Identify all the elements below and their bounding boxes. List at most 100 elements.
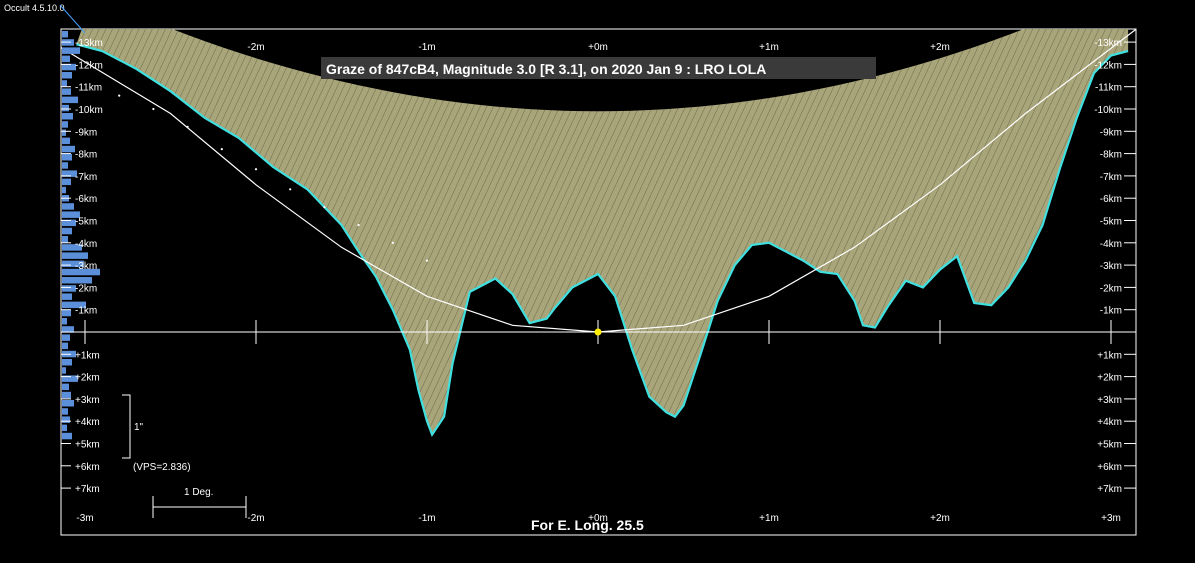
footer-longitude: For E. Long. 25.5 — [531, 517, 644, 533]
profile-bar — [62, 383, 69, 391]
limb-profile-line — [76, 43, 1129, 437]
y-tick-label-right: -5km — [1100, 217, 1122, 228]
observer-path-dot — [186, 125, 189, 128]
y-tick-label-right: +4km — [1097, 417, 1122, 428]
x-tick-label-bottom: +2m — [930, 513, 950, 524]
limb-fill — [76, 29, 1129, 435]
y-tick-label-left: -2km — [75, 283, 97, 294]
profile-bar — [62, 400, 74, 407]
profile-bar — [62, 252, 88, 259]
y-tick-label-right: -8km — [1100, 150, 1122, 161]
profile-bar — [62, 309, 71, 317]
y-tick-label-right: +2km — [1097, 373, 1122, 384]
profile-bar — [62, 391, 71, 399]
profile-bar — [62, 268, 100, 276]
y-tick-label-left: -3km — [75, 261, 97, 272]
profile-bar — [62, 88, 71, 95]
vps-label: (VPS=2.836) — [133, 462, 191, 473]
profile-bar — [62, 227, 72, 235]
y-tick-label-right: -11km — [1095, 83, 1122, 94]
y-tick-label-left: -1km — [75, 306, 97, 317]
x-tick-label-bottom: -2m — [247, 513, 264, 524]
y-tick-label-right: -12km — [1094, 60, 1122, 71]
profile-bar — [62, 219, 76, 227]
y-tick-label-right: -6km — [1100, 194, 1122, 205]
profile-bar — [62, 31, 68, 38]
chart-title: Graze of 847cB4, Magnitude 3.0 [R 3.1], … — [326, 61, 766, 77]
y-tick-label-right: +5km — [1097, 440, 1122, 451]
y-tick-label-right: -10km — [1094, 105, 1122, 116]
profile-bar — [62, 63, 76, 71]
profile-bar — [62, 113, 73, 120]
y-tick-label-right: -3km — [1100, 261, 1122, 272]
y-tick-label-left: -7km — [75, 172, 97, 183]
y-tick-label-right: +7km — [1097, 484, 1122, 495]
y-tick-label-right: -4km — [1100, 239, 1122, 250]
y-tick-label-right: -9km — [1100, 127, 1122, 138]
observer-path-dot — [425, 259, 429, 262]
profile-bar — [62, 96, 78, 104]
x-axis-labels-top: -2m -1m +0m +1m +2m — [247, 42, 949, 53]
y-tick-label-left: -8km — [75, 150, 97, 161]
y-axis-labels-left: -13km -12km -11km -10km -9km -8km -7km -6km -5km… — [61, 38, 103, 495]
profile-bar — [62, 121, 68, 128]
y-tick-label-left: -6km — [75, 194, 97, 205]
profile-bar — [62, 170, 77, 177]
observer-path-dot — [254, 168, 258, 171]
scale-bracket: 1" (VPS=2.836) — [122, 394, 191, 473]
profile-bar — [62, 301, 86, 309]
y-tick-label-left: +3km — [75, 395, 100, 406]
y-tick-label-left: +7km — [75, 484, 100, 495]
profile-bar — [62, 375, 78, 382]
y-tick-label-right: -2km — [1100, 283, 1122, 294]
observer-path-dot — [118, 94, 121, 97]
observer-marker — [594, 328, 602, 336]
y-tick-label-left: -13km — [75, 38, 103, 49]
observer-path-dot — [357, 223, 360, 227]
profile-bar — [62, 408, 68, 415]
profile-bar — [62, 55, 70, 63]
y-tick-label-left: -11km — [75, 83, 102, 94]
y-tick-label-left: -12km — [75, 60, 103, 71]
profile-bar — [62, 277, 92, 284]
x-tick-label-bottom: +1m — [759, 513, 779, 524]
x-tick-label-top: -2m — [247, 42, 264, 53]
profile-bar — [62, 203, 74, 210]
y-tick-label-left: -9km — [75, 127, 97, 138]
y-tick-label-left: +6km — [75, 462, 100, 473]
profile-bar — [62, 162, 68, 169]
profile-bar — [62, 72, 72, 79]
app-title: Occult 4.5.10.0 — [4, 3, 65, 13]
y-tick-label-right: +1km — [1097, 350, 1122, 361]
profile-bar — [62, 293, 72, 300]
scale-label: 1" — [134, 422, 144, 433]
profile-bar — [62, 47, 80, 54]
profile-bar — [62, 424, 67, 432]
title-background — [321, 57, 876, 79]
y-tick-label-left: +2km — [75, 373, 100, 384]
profile-bar — [62, 432, 72, 440]
x-tick-label-top: +1m — [759, 42, 779, 53]
y-tick-label-left: +4km — [75, 417, 100, 428]
profile-bar — [62, 129, 66, 136]
corner-pointer — [59, 4, 86, 34]
x-tick-label-top: -1m — [418, 42, 435, 53]
profile-bar — [62, 145, 75, 153]
profile-bar — [62, 326, 74, 333]
x-tick-label-top: +0m — [588, 42, 608, 53]
profile-bar — [62, 260, 84, 268]
profile-bar — [62, 80, 67, 87]
profile-bar — [62, 285, 76, 292]
y-tick-label-left: -10km — [75, 105, 103, 116]
profile-bars — [62, 31, 100, 440]
profile-bar — [62, 211, 80, 218]
y-tick-label-right: -13km — [1094, 38, 1122, 49]
y-tick-label-left: +1km — [75, 350, 100, 361]
observer-path-dot — [220, 148, 223, 151]
profile-bar — [62, 178, 71, 186]
degree-scale: 1 Deg. — [152, 487, 247, 518]
profile-bar — [62, 186, 66, 194]
x-tick-label-bottom: -3m — [76, 513, 93, 524]
profile-bar — [62, 342, 68, 350]
